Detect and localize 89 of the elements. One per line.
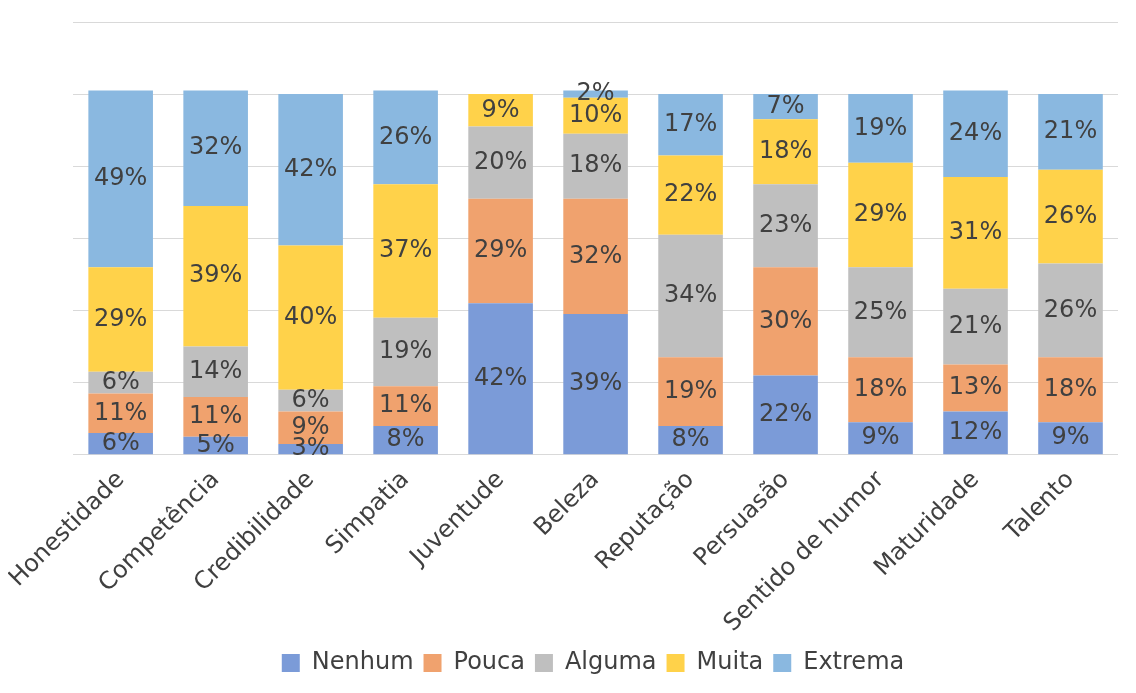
bar <box>88 90 153 268</box>
bar <box>563 133 628 199</box>
data-label: 12% <box>948 417 1003 446</box>
bar <box>1038 94 1103 170</box>
bar <box>1038 357 1103 423</box>
data-label: 9% <box>861 422 900 451</box>
data-label: 19% <box>378 336 433 365</box>
data-label: 18% <box>758 136 813 165</box>
bar <box>848 94 913 163</box>
data-label: 9% <box>1051 422 1090 451</box>
bar <box>278 94 343 246</box>
data-label: 49% <box>93 163 148 192</box>
data-label: 9% <box>481 94 520 123</box>
bar <box>658 155 723 235</box>
data-label: 18% <box>568 150 623 179</box>
data-label: 6% <box>101 427 140 456</box>
data-label: 19% <box>663 375 718 404</box>
data-label: 20% <box>473 146 528 175</box>
data-label: 21% <box>948 310 1003 339</box>
bar <box>943 288 1008 365</box>
data-label: 26% <box>1043 200 1098 229</box>
data-label: 19% <box>853 112 908 141</box>
data-label: 24% <box>948 118 1003 147</box>
bar <box>1038 169 1103 264</box>
bar <box>373 317 438 387</box>
bar <box>88 267 153 372</box>
data-label: 23% <box>758 209 813 238</box>
bar <box>183 90 248 206</box>
data-label: 6% <box>101 366 140 395</box>
bar <box>848 357 913 423</box>
bar <box>1038 263 1103 358</box>
data-label: 26% <box>378 121 433 150</box>
data-label: 11% <box>93 397 148 426</box>
data-label: 34% <box>663 280 718 309</box>
bar <box>373 184 438 318</box>
bar <box>943 90 1008 178</box>
data-label: 40% <box>283 301 338 330</box>
bar <box>658 357 723 426</box>
data-label: 13% <box>948 372 1003 401</box>
data-label: 17% <box>663 109 718 138</box>
data-label: 25% <box>853 296 908 325</box>
bar <box>278 245 343 390</box>
data-label: 22% <box>758 399 813 428</box>
data-label: 18% <box>853 374 908 403</box>
data-label: 31% <box>948 217 1003 246</box>
data-label: 6% <box>291 384 330 413</box>
data-label: 8% <box>386 424 425 453</box>
legend-label: Nenhum <box>311 647 414 676</box>
bar <box>563 198 628 315</box>
bar <box>373 90 438 185</box>
bar <box>753 184 818 268</box>
bar <box>468 126 533 199</box>
legend-label: Pouca <box>453 647 525 676</box>
bar <box>753 267 818 376</box>
bar <box>183 205 248 347</box>
data-label: 42% <box>283 154 338 183</box>
legend-label: Alguma <box>564 647 657 676</box>
data-label: 18% <box>1043 374 1098 403</box>
data-label: 26% <box>1043 294 1098 323</box>
data-label: 29% <box>93 303 148 332</box>
legend-label: Extrema <box>803 647 905 676</box>
bar <box>753 119 818 185</box>
data-label: 32% <box>188 132 243 161</box>
bar <box>468 198 533 304</box>
data-label: 8% <box>671 424 710 453</box>
bar <box>468 303 533 455</box>
data-label: 14% <box>188 356 243 385</box>
data-label: 21% <box>1043 116 1098 145</box>
data-label: 29% <box>473 235 528 264</box>
data-label: 32% <box>568 240 623 269</box>
data-label: 7% <box>766 90 805 119</box>
bar <box>658 234 723 358</box>
data-label: 11% <box>188 401 243 430</box>
bar <box>943 177 1008 289</box>
data-label: 37% <box>378 235 433 264</box>
data-label: 30% <box>758 305 813 334</box>
data-label: 29% <box>853 199 908 228</box>
data-label: 39% <box>568 368 623 397</box>
data-label: 11% <box>378 390 433 419</box>
data-label: 5% <box>196 429 235 458</box>
bar <box>848 267 913 358</box>
bar <box>753 375 818 455</box>
bar <box>848 162 913 268</box>
data-label: 42% <box>473 362 528 391</box>
data-label: 39% <box>188 260 243 289</box>
legend-label: Muita <box>696 647 764 676</box>
bar <box>563 314 628 455</box>
data-label: 22% <box>663 179 718 208</box>
bar <box>658 94 723 156</box>
